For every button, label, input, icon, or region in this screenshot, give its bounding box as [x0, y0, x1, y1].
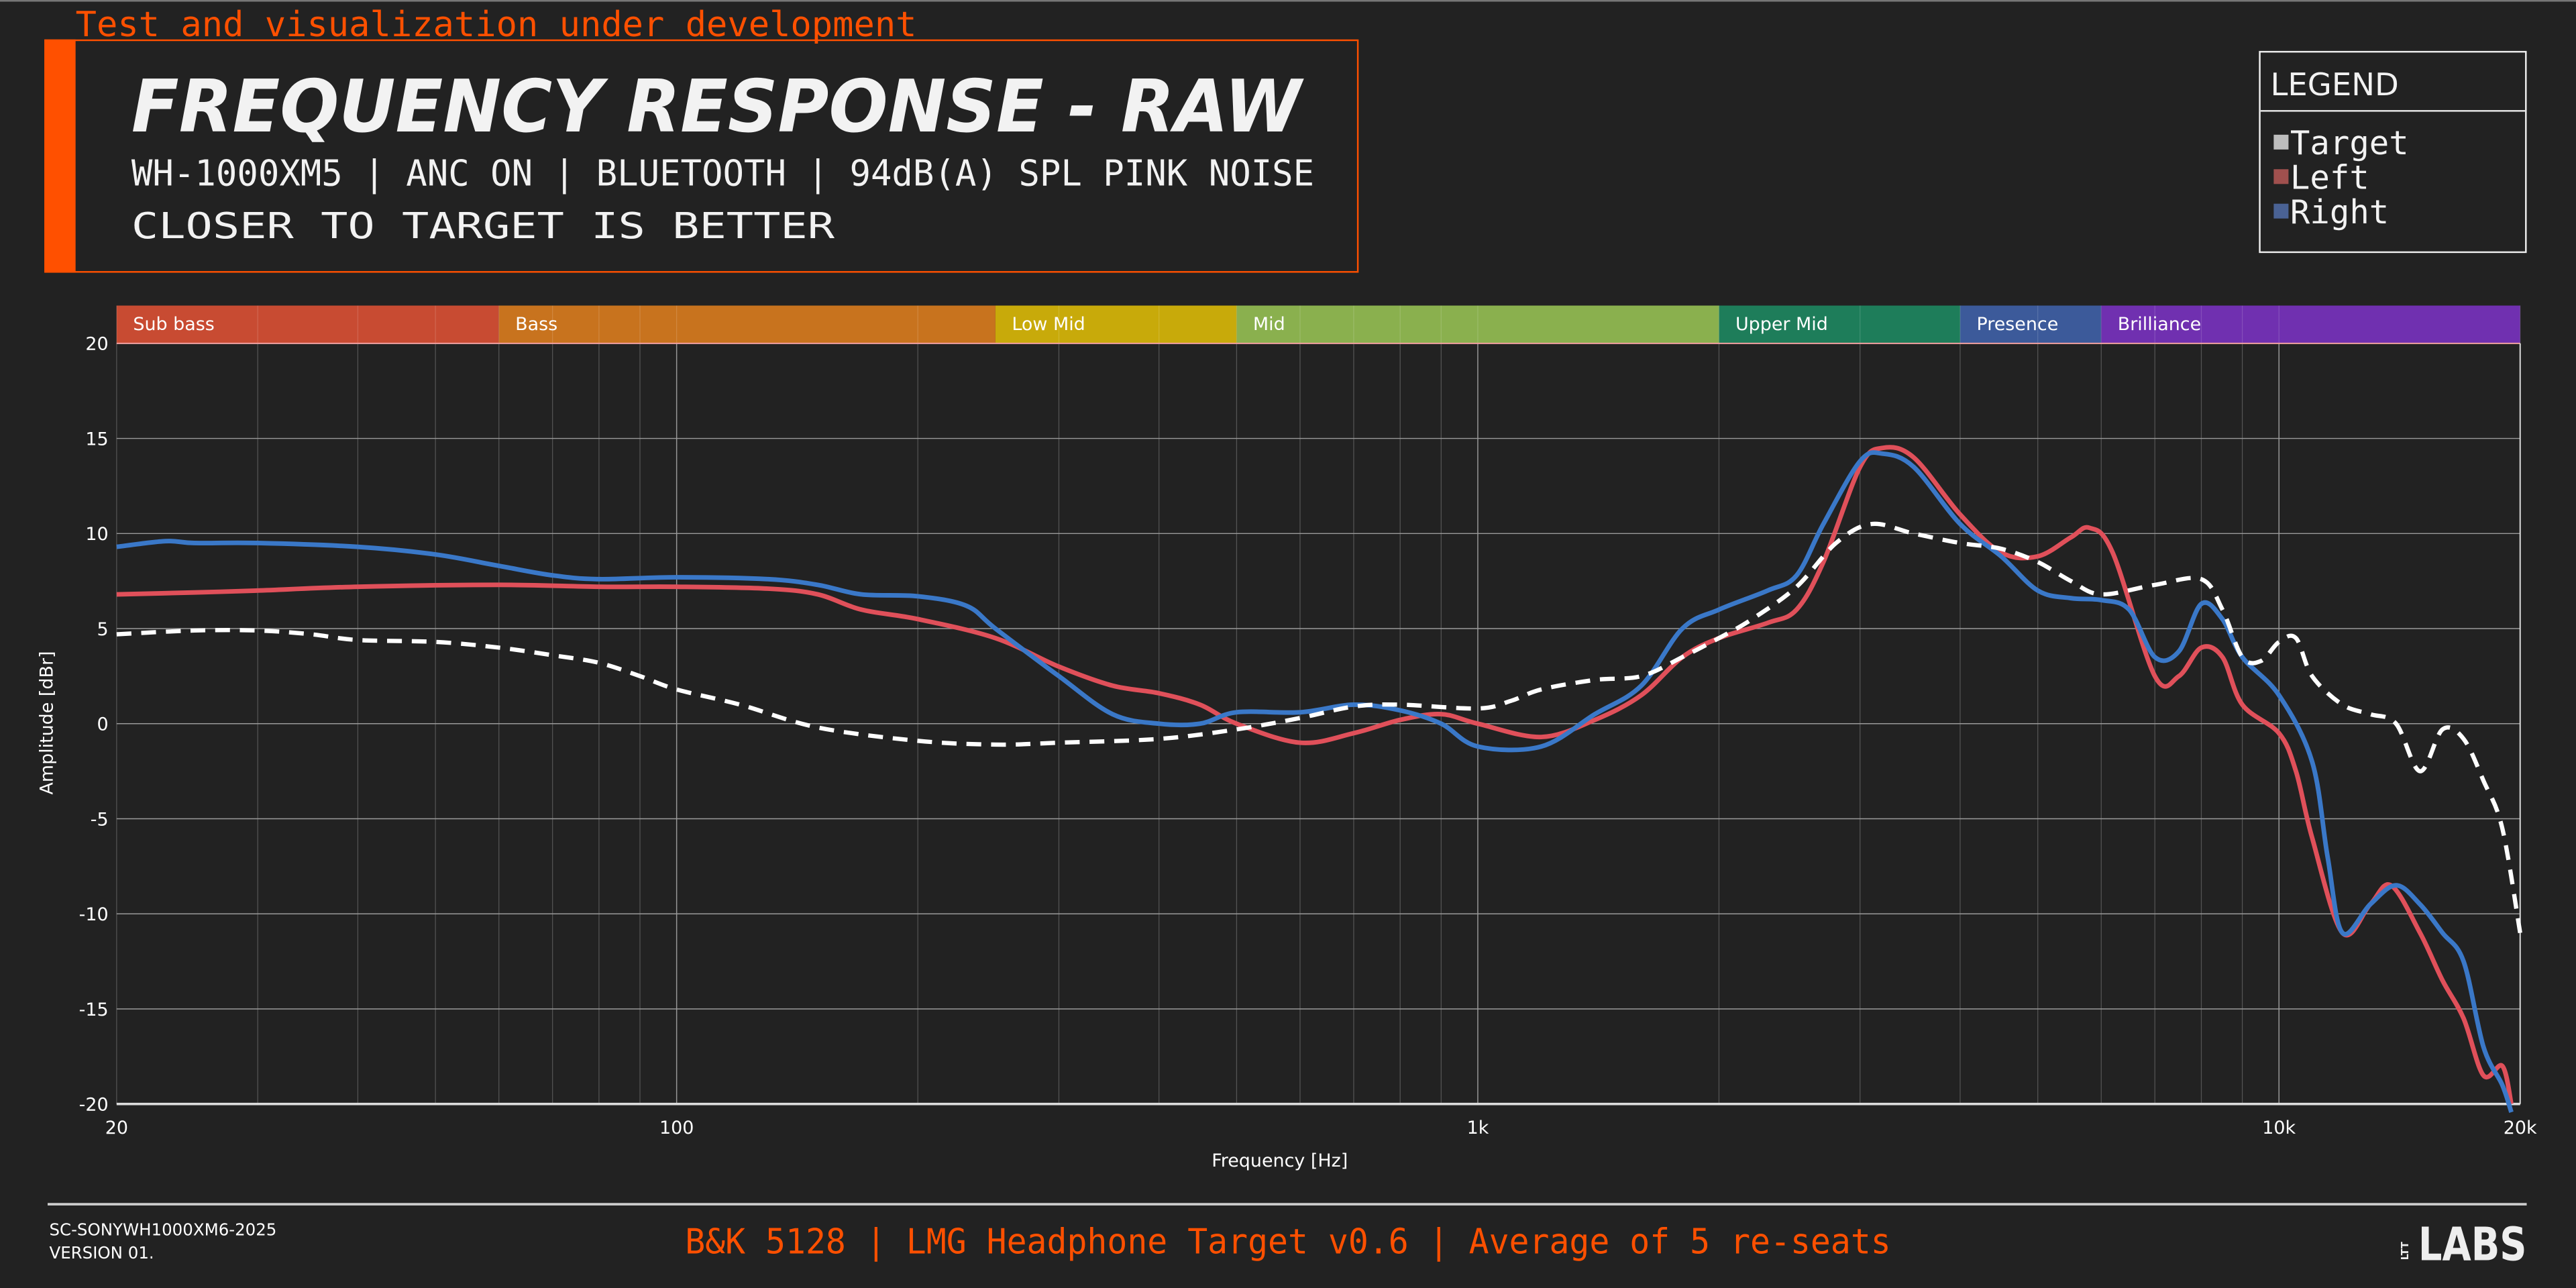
- legend-label-left: Left: [2290, 159, 2369, 197]
- legend-label-right: Right: [2290, 193, 2389, 231]
- band-upper-mid: [1719, 305, 1960, 343]
- ltt-labs-logo: LTT LABS: [2400, 1218, 2526, 1271]
- band-brilliance: [2101, 305, 2520, 343]
- y-tick-label: 20: [85, 334, 108, 355]
- band-label: Mid: [1253, 314, 1285, 335]
- x-tick-label: 20k: [2504, 1118, 2537, 1138]
- page-subtitle: WH-1000XM5 | ANC ON | BLUETOOTH | 94dB(A…: [131, 152, 1314, 195]
- y-tick-label: -10: [79, 904, 109, 925]
- band-sub-bass: [116, 305, 499, 343]
- x-tick-label: 100: [659, 1118, 694, 1138]
- y-tick-label: 15: [85, 429, 108, 449]
- legend-item-target: Target: [2273, 124, 2409, 162]
- series-line-left: [116, 445, 2514, 1105]
- y-axis-label: Amplitude [dBr]: [36, 651, 57, 794]
- series-line-right: [116, 450, 2514, 1114]
- legend-swatch-left: [2273, 169, 2289, 184]
- y-tick-label: -15: [79, 1000, 109, 1020]
- x-tick-label: 1k: [1467, 1118, 1489, 1138]
- svg-text:LTT: LTT: [2400, 1242, 2411, 1260]
- legend-title: LEGEND: [2270, 66, 2398, 103]
- band-label: Sub bass: [133, 314, 214, 335]
- band-label: Low Mid: [1012, 314, 1085, 335]
- x-axis-label: Frequency [Hz]: [1212, 1150, 1348, 1171]
- legend-label-target: Target: [2290, 124, 2409, 162]
- y-tick-label: -5: [91, 809, 109, 830]
- x-tick-label: 20: [105, 1118, 128, 1138]
- page-note: CLOSER TO TARGET IS BETTER: [131, 205, 835, 247]
- svg-text:LABS: LABS: [2418, 1218, 2527, 1271]
- band-mid: [1236, 305, 1719, 343]
- y-tick-label: -20: [79, 1095, 109, 1116]
- footer-version: VERSION 01.: [49, 1243, 154, 1263]
- y-tick-label: 5: [97, 619, 108, 640]
- legend: LEGEND Target Left Right: [2259, 50, 2527, 254]
- band-low-mid: [995, 305, 1237, 343]
- band-label: Presence: [1976, 314, 2058, 335]
- legend-swatch-right: [2273, 203, 2289, 219]
- plot-area: Sub bass Bass Low Mid Mid Upper Mid Presence B…: [79, 305, 2537, 1138]
- page-title: FREQUENCY RESPONSE - RAW: [131, 65, 1305, 149]
- legend-item-left: Left: [2273, 159, 2369, 197]
- footer-measurement-info: B&K 5128 | LMG Headphone Target v0.6 | A…: [685, 1222, 1891, 1263]
- header-box: FREQUENCY RESPONSE - RAW WH-1000XM5 | AN…: [44, 39, 1359, 273]
- development-banner: Test and visualization under development: [76, 5, 917, 45]
- legend-swatch-target: [2273, 134, 2289, 150]
- band-bass: [498, 305, 996, 343]
- band-label: Upper Mid: [1735, 314, 1828, 335]
- y-tick-label: 0: [97, 714, 108, 735]
- footer-id: SC-SONYWH1000XM6-2025: [49, 1220, 276, 1240]
- y-tick-label: 10: [85, 524, 108, 545]
- x-tick-label: 10k: [2262, 1118, 2296, 1138]
- band-presence: [1960, 305, 2102, 343]
- series-line-target: [116, 521, 2522, 934]
- band-label: Brilliance: [2118, 314, 2201, 335]
- legend-item-right: Right: [2273, 193, 2389, 231]
- band-label: Bass: [515, 314, 557, 335]
